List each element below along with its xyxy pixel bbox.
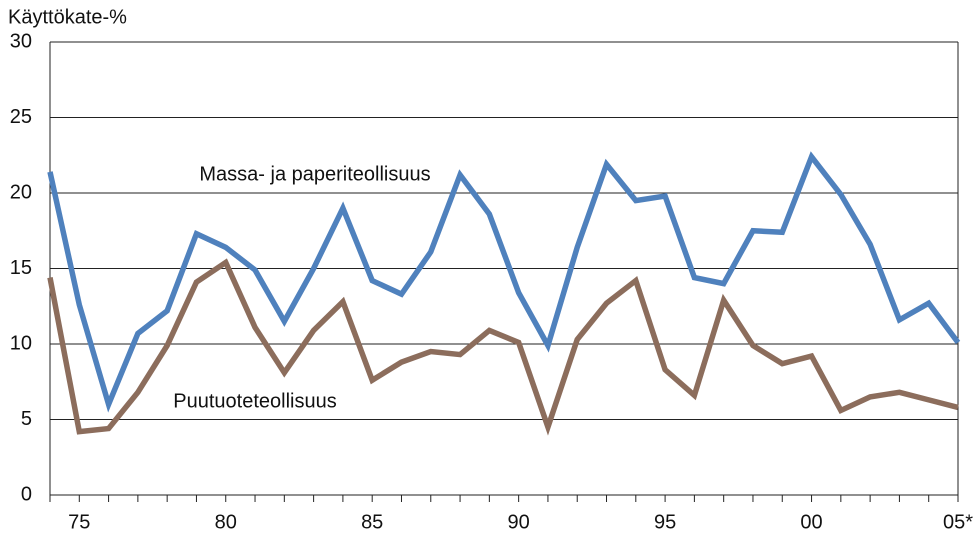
y-tick-label: 25: [10, 106, 32, 128]
series-label: Massa- ja paperiteollisuus: [199, 163, 430, 185]
series-line: [47, 151, 961, 413]
y-tick-label: 20: [10, 181, 32, 203]
x-tick-label: 95: [654, 511, 676, 533]
y-tick-label: 5: [21, 408, 32, 430]
x-tick-label: 85: [361, 511, 383, 533]
y-tick-label: 30: [10, 30, 32, 52]
y-tick-label: 10: [10, 332, 32, 354]
y-tick-label: 15: [10, 257, 32, 279]
x-tick-label: 00: [800, 511, 822, 533]
series-line: [47, 258, 959, 436]
series-label: Puutuoteteollisuus: [173, 390, 336, 412]
x-tick-label: 75: [68, 511, 90, 533]
x-tick-label: 80: [215, 511, 237, 533]
y-tick-label: 0: [21, 483, 32, 505]
x-tick-label: 90: [508, 511, 530, 533]
x-tick-label: 05*: [943, 511, 973, 533]
y-axis-title: Käyttökate-%: [8, 6, 127, 28]
